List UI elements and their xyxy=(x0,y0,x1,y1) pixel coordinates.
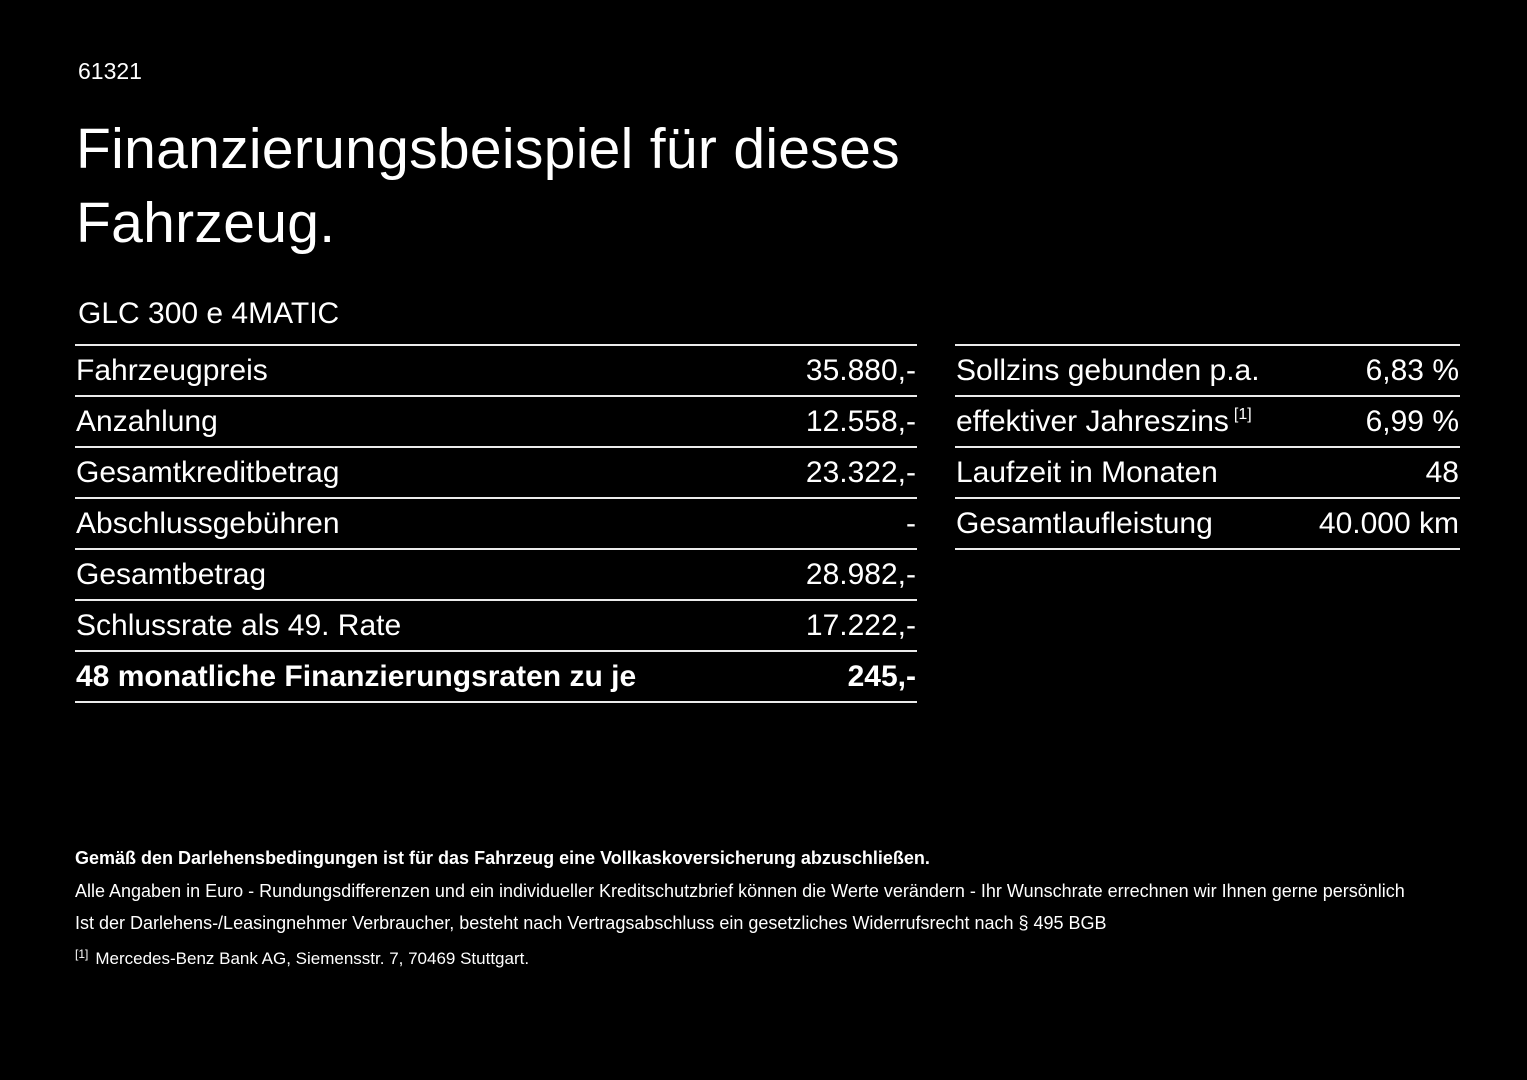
row-label: Sollzins gebunden p.a. xyxy=(956,353,1260,387)
table-row-gesamtlaufleistung: Gesamtlaufleistung 40.000 km xyxy=(955,497,1460,548)
row-label: Gesamtlaufleistung xyxy=(956,506,1213,540)
row-value: 6,99 % xyxy=(1365,404,1459,438)
table-row-gesamtkreditbetrag: Gesamtkreditbetrag 23.322,- xyxy=(75,446,917,497)
table-row-laufzeit: Laufzeit in Monaten 48 xyxy=(955,446,1460,497)
row-label: Fahrzeugpreis xyxy=(76,353,268,387)
footnote-text: Mercedes-Benz Bank AG, Siemensstr. 7, 70… xyxy=(95,949,530,968)
footnote: [1] Mercedes-Benz Bank AG, Siemensstr. 7,… xyxy=(75,947,529,969)
row-value: 48 xyxy=(1425,455,1459,489)
table-row-fahrzeugpreis: Fahrzeugpreis 35.880,- xyxy=(75,344,917,395)
row-value: - xyxy=(906,506,916,540)
table-row-anzahlung: Anzahlung 12.558,- xyxy=(75,395,917,446)
row-label: Schlussrate als 49. Rate xyxy=(76,608,402,642)
footnote-marker: [1] xyxy=(75,947,89,961)
footnote-ref: [1] xyxy=(1233,405,1252,423)
table-row-effektiver-jahreszins: effektiver Jahreszins [1] 6,99 % xyxy=(955,395,1460,446)
row-label: Gesamtkreditbetrag xyxy=(76,455,340,489)
table-row-sollzins: Sollzins gebunden p.a. 6,83 % xyxy=(955,344,1460,395)
row-value: 245,- xyxy=(847,659,916,693)
vehicle-name: GLC 300 e 4MATIC xyxy=(78,297,340,330)
row-label: effektiver Jahreszins [1] xyxy=(956,405,1252,439)
row-value: 12.558,- xyxy=(805,404,916,438)
table-row-schlussrate: Schlussrate als 49. Rate 17.222,- xyxy=(75,599,917,650)
row-label: Laufzeit in Monaten xyxy=(956,455,1218,489)
row-label: Anzahlung xyxy=(76,404,218,438)
table-row-monatsraten: 48 monatliche Finanzierungsraten zu je 2… xyxy=(75,650,917,701)
footer-note-widerruf: Ist der Darlehens-/Leasingnehmer Verbrau… xyxy=(75,913,1107,933)
row-label: 48 monatliche Finanzierungsraten zu je xyxy=(76,659,637,693)
row-label-text: effektiver Jahreszins xyxy=(956,404,1229,438)
row-label: Abschlussgebühren xyxy=(76,506,340,540)
doc-number: 61321 xyxy=(78,58,142,84)
row-value: 23.322,- xyxy=(805,455,916,489)
table-row-abschlussgebuehren: Abschlussgebühren - xyxy=(75,497,917,548)
row-value: 17.222,- xyxy=(805,608,916,642)
financing-table-right: Sollzins gebunden p.a. 6,83 % effektiver… xyxy=(955,344,1460,550)
page-title: Finanzierungsbeispiel für dieses Fahrzeu… xyxy=(76,117,900,256)
row-value: 35.880,- xyxy=(805,353,916,387)
row-value: 28.982,- xyxy=(805,557,916,591)
financing-table-left: Fahrzeugpreis 35.880,- Anzahlung 12.558,… xyxy=(75,344,917,703)
footer-bold-note: Gemäß den Darlehensbedingungen ist für d… xyxy=(75,848,930,868)
footer-note-euro: Alle Angaben in Euro - Rundungsdifferenz… xyxy=(75,881,1405,901)
table-row-gesamtbetrag: Gesamtbetrag 28.982,- xyxy=(75,548,917,599)
row-value: 40.000 km xyxy=(1318,506,1459,540)
row-value: 6,83 % xyxy=(1365,353,1459,387)
row-label: Gesamtbetrag xyxy=(76,557,267,591)
